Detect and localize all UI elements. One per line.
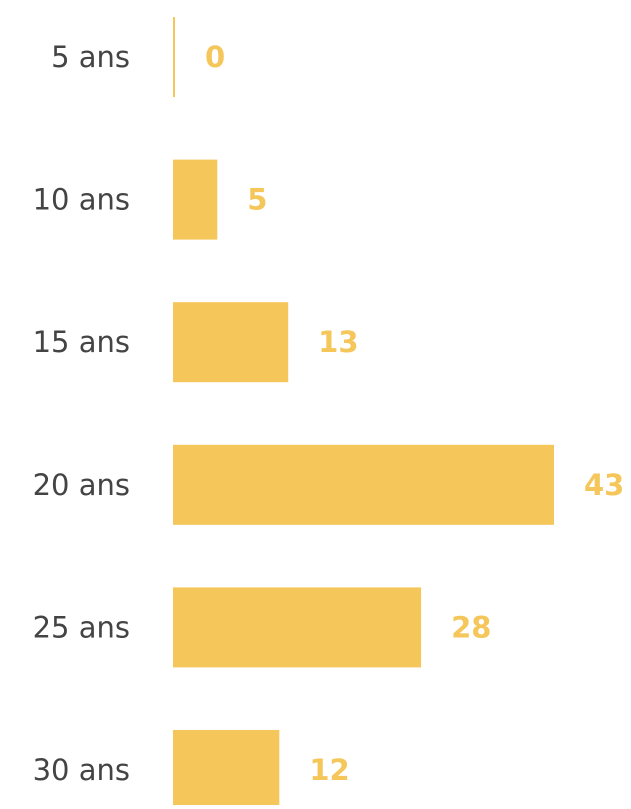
- bar: [173, 444, 554, 525]
- category-label: 20 ans: [33, 468, 130, 502]
- category-label: 25 ans: [33, 610, 130, 644]
- bar: [173, 159, 218, 240]
- bar: [173, 730, 280, 809]
- value-label: 13: [318, 325, 358, 359]
- value-label: 28: [451, 610, 491, 644]
- value-label: 0: [205, 40, 225, 74]
- value-label: 43: [584, 468, 624, 502]
- category-label: 10 ans: [33, 183, 130, 217]
- category-label: 30 ans: [33, 753, 130, 787]
- bar: [173, 587, 422, 668]
- category-label: 15 ans: [33, 325, 130, 359]
- bar: [173, 17, 175, 97]
- value-label: 12: [309, 753, 349, 787]
- value-label: 5: [247, 183, 267, 217]
- bar: [173, 302, 289, 383]
- category-label: 5 ans: [51, 40, 130, 74]
